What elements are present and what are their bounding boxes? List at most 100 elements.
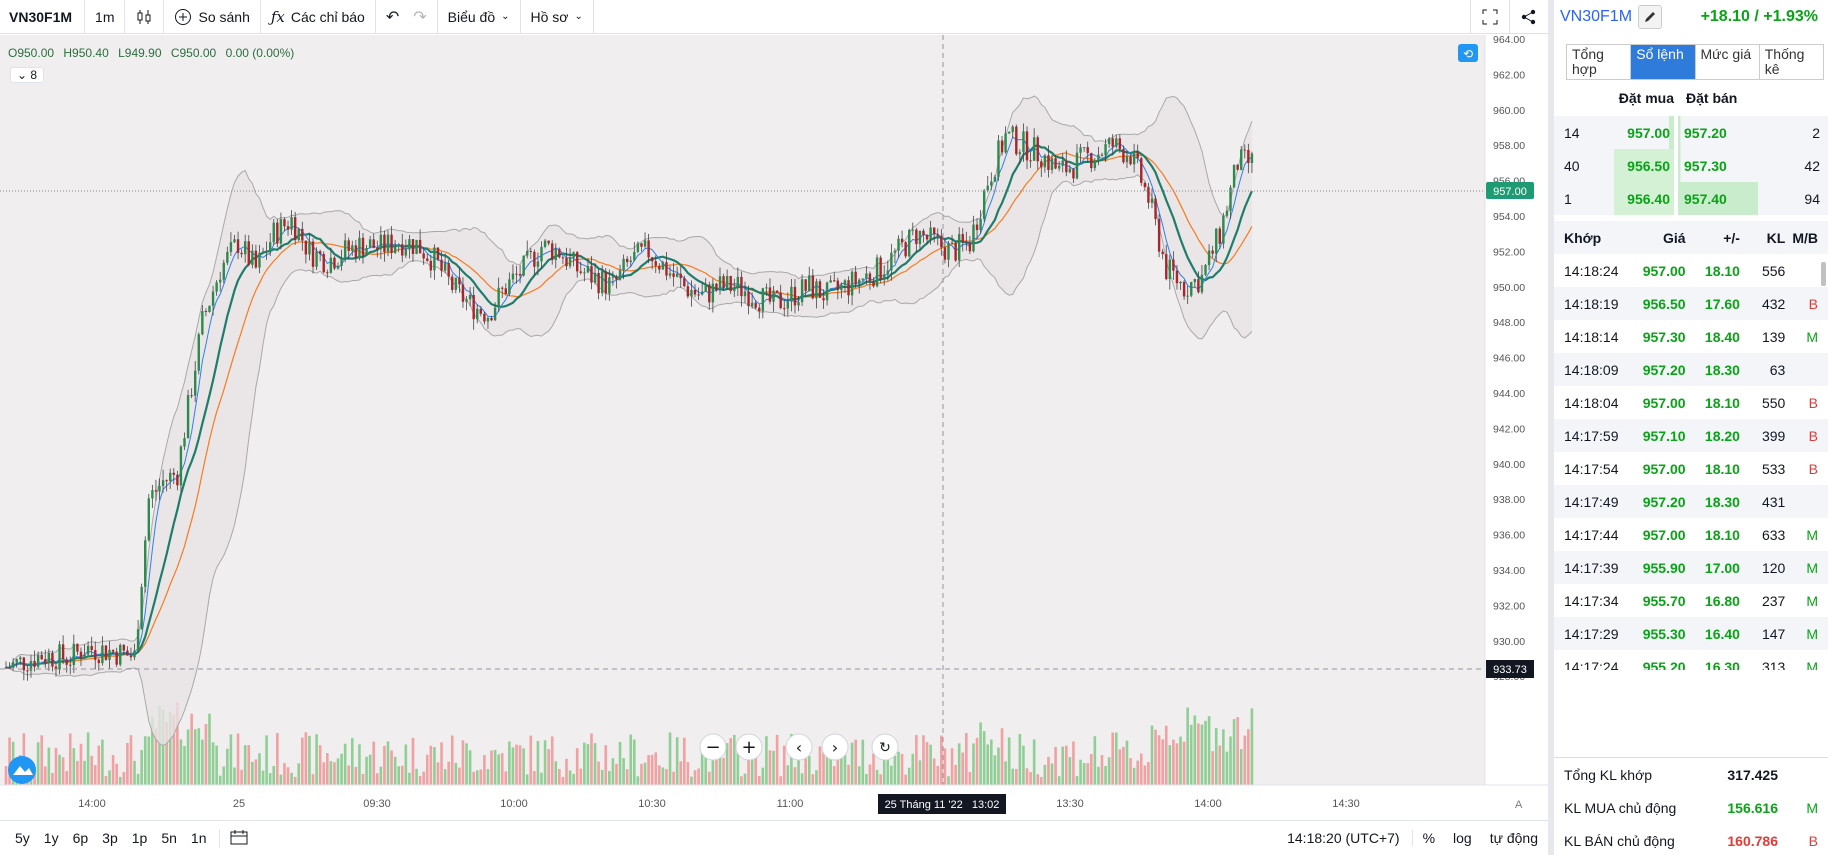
candle-body xyxy=(1029,160,1032,162)
volume-bar xyxy=(922,735,925,785)
volume-bar xyxy=(400,765,404,785)
zoom-in-button[interactable] xyxy=(735,733,763,761)
range-button-1n[interactable]: 1n xyxy=(190,830,207,846)
trade-cell: 955.30 xyxy=(1642,625,1686,642)
interval-button[interactable]: 1m xyxy=(85,0,126,34)
volume-bar xyxy=(765,736,768,785)
candle-body xyxy=(893,250,897,253)
ma-teal-line xyxy=(5,143,1253,669)
trades-column-header: Khớp xyxy=(1564,229,1602,246)
volume-bar xyxy=(1004,761,1007,785)
chart-style-button[interactable] xyxy=(125,0,165,34)
volume-bar xyxy=(1075,776,1079,785)
candle-body xyxy=(183,438,186,447)
scroll-left-button[interactable] xyxy=(785,733,813,761)
settings-toggle[interactable]: ⟲ xyxy=(1458,44,1478,62)
panel-tab[interactable]: Tổng hợp xyxy=(1567,45,1632,79)
volume-bar xyxy=(1097,766,1100,785)
edit-symbol-button[interactable] xyxy=(1638,5,1663,29)
clock-display[interactable]: 14:18:20 (UTC+7) xyxy=(1275,830,1413,846)
trade-cell: 533 xyxy=(1761,460,1786,477)
volume-bar xyxy=(126,742,129,785)
candle-body xyxy=(272,222,275,243)
symbol-button[interactable]: VN30F1M xyxy=(0,0,86,34)
range-button-3p[interactable]: 3p xyxy=(102,830,118,846)
volume-bar xyxy=(1068,757,1072,785)
price-chart[interactable]: 964.00962.00960.00958.00956.00954.00952.… xyxy=(0,35,1548,820)
candle-body xyxy=(572,252,575,258)
ask-price: 957.20 xyxy=(1678,116,1738,149)
logo-badge[interactable] xyxy=(8,756,36,784)
candle-body xyxy=(1129,156,1132,165)
trade-cell: 957.00 xyxy=(1642,526,1686,543)
panel-tab[interactable]: Mức giá xyxy=(1696,45,1760,79)
range-button-5n[interactable]: 5n xyxy=(161,830,177,846)
candle-body xyxy=(683,278,686,287)
scroll-right-button[interactable] xyxy=(821,733,849,761)
trade-cell: 432 xyxy=(1761,295,1786,312)
volume-bar xyxy=(1143,765,1147,785)
candle-body xyxy=(72,643,76,666)
undo-icon[interactable]: ↶ xyxy=(385,8,400,26)
price-tick-label: 930.00 xyxy=(1493,636,1525,648)
spacer xyxy=(1674,116,1678,149)
candle-body xyxy=(1075,152,1079,179)
range-button-5y[interactable]: 5y xyxy=(15,830,30,846)
order-book-row[interactable]: 40 956.50 957.30 42 xyxy=(1554,149,1828,182)
share-button[interactable] xyxy=(1510,0,1548,34)
trade-cell: 147 xyxy=(1761,625,1786,642)
candle-body xyxy=(1090,153,1093,169)
profile-dropdown[interactable]: Hồ sơ ⌄ xyxy=(521,0,594,34)
panel-tab[interactable]: Thống kê xyxy=(1764,46,1805,77)
log-toggle[interactable]: log xyxy=(1453,830,1472,846)
order-book-row[interactable]: 14 957.00 957.20 2 xyxy=(1554,116,1828,149)
candle-body xyxy=(668,273,672,276)
chart-area[interactable]: 964.00 962.00 960.00 958.00 956.00 954.00 952.… xyxy=(0,35,1548,820)
candle-body xyxy=(861,278,864,280)
reset-chart-button[interactable] xyxy=(871,733,899,761)
volume-bar xyxy=(111,755,115,785)
compare-button[interactable]: So sánh xyxy=(164,0,261,34)
ask-header: Đặt bán xyxy=(1686,90,1738,106)
volume-bar xyxy=(536,740,540,785)
percent-toggle[interactable]: % xyxy=(1422,830,1436,846)
axis-a-button[interactable]: A xyxy=(1515,799,1523,811)
range-button-1y[interactable]: 1y xyxy=(43,830,59,846)
candle-body xyxy=(54,666,58,670)
auto-scale-toggle[interactable]: tự động xyxy=(1489,830,1538,846)
indicators-button[interactable]: ƒx Các chỉ báo xyxy=(261,0,376,34)
price-tick-label: 952.00 xyxy=(1493,246,1525,258)
range-button-6p[interactable]: 6p xyxy=(72,830,89,846)
indicators-collapse-button[interactable]: ⌄ 8 xyxy=(10,67,45,83)
summary-tag: B xyxy=(1808,832,1818,849)
volume-bar xyxy=(732,734,736,785)
minus-icon: − xyxy=(705,737,720,758)
volume-bar xyxy=(1100,754,1104,785)
calendar-icon xyxy=(230,829,248,844)
range-button-1p[interactable]: 1p xyxy=(131,830,148,846)
volume-bar xyxy=(97,745,101,785)
order-book-row[interactable]: 1 956.40 957.40 94 xyxy=(1554,182,1828,215)
candle-body xyxy=(101,645,104,664)
candle-body xyxy=(804,279,807,291)
candle-body xyxy=(1022,131,1025,153)
panel-symbol[interactable]: VN30F1M xyxy=(1560,8,1633,25)
candle-body xyxy=(622,258,625,271)
volume-bar xyxy=(932,758,936,785)
volume-bar xyxy=(675,737,679,785)
zoom-out-button[interactable] xyxy=(699,733,727,761)
trades-scrollbar[interactable] xyxy=(1821,262,1826,286)
candle-body xyxy=(451,276,454,290)
volume-bar xyxy=(236,733,240,785)
volume-bar xyxy=(565,758,568,785)
fullscreen-button[interactable] xyxy=(1470,0,1510,34)
candle-body xyxy=(1247,149,1250,164)
goto-date-button[interactable] xyxy=(219,828,258,848)
candle-body xyxy=(708,284,711,303)
panel-tab[interactable]: Sổ lệnh xyxy=(1631,45,1696,79)
volume-bar xyxy=(854,739,857,785)
candle-body xyxy=(404,249,408,256)
time-axis-bg[interactable] xyxy=(0,785,1548,820)
redo-icon[interactable]: ↷ xyxy=(413,8,427,26)
chart-type-dropdown[interactable]: Biểu đồ ⌄ xyxy=(438,0,521,34)
